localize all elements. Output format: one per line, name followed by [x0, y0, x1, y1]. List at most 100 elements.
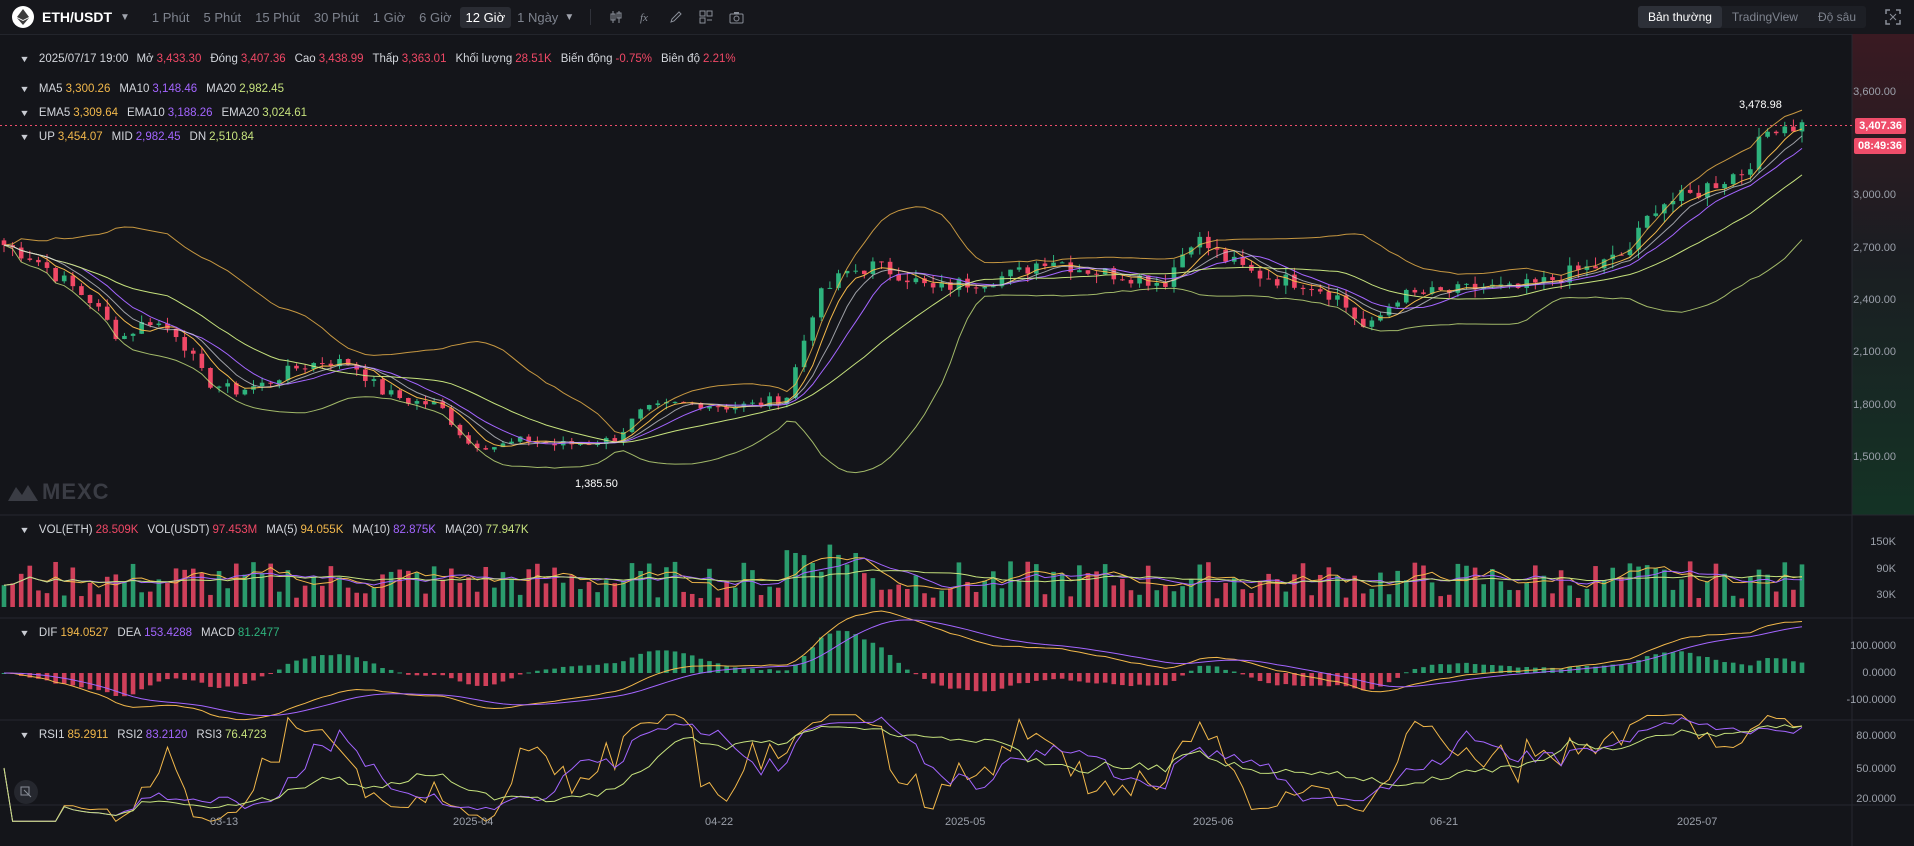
interval-dropdown[interactable]: 1 Ngày ▼ [511, 7, 580, 28]
macd-histogram-bar [853, 634, 858, 673]
macd-histogram-bar [689, 655, 695, 673]
amplitude-value: 2.21% [702, 53, 736, 65]
layout-grid-icon[interactable] [696, 7, 716, 27]
interval-tab[interactable]: 30 Phút [313, 9, 359, 25]
volume-bar [913, 575, 919, 607]
macd-histogram-bar [1446, 664, 1452, 673]
chevron-down-icon[interactable]: ▼ [19, 84, 30, 94]
interval-tabs: 1 Phút 5 Phút 15 Phút 30 Phút 1 Giờ 6 Giờ 12 G… [146, 6, 512, 28]
macd-histogram-bar [147, 673, 153, 686]
macd-histogram-bar [1679, 651, 1684, 673]
interval-tab[interactable]: 5 Phút [203, 9, 242, 25]
price-scale-gradient [1852, 34, 1914, 515]
candle-type-icon[interactable] [606, 7, 626, 27]
macd-histogram-bar [621, 661, 626, 673]
interval-tab[interactable]: 6 Giờ [419, 9, 452, 25]
chevron-down-icon[interactable]: ▼ [120, 11, 130, 23]
macd-histogram-bar [1610, 664, 1616, 673]
fullscreen-icon[interactable] [1884, 8, 1902, 26]
date-axis-label: 04-22 [705, 816, 734, 828]
pair-selector[interactable]: ETH/USDT ▼ [12, 6, 130, 28]
volume-bar [122, 582, 127, 607]
chevron-down-icon[interactable]: ▼ [19, 525, 30, 535]
interval-tab[interactable]: 1 Giờ [372, 9, 406, 25]
volume-bar [44, 593, 50, 607]
drawing-toggle-button[interactable] [14, 780, 38, 804]
volume-bar [431, 566, 437, 607]
volume-bar [1085, 573, 1091, 607]
macd-histogram-bar [457, 673, 463, 682]
candle-body [767, 396, 772, 407]
view-tab[interactable]: Độ sâu [1817, 10, 1856, 24]
macd-histogram-bar [53, 673, 58, 684]
drawing-tools-icon [20, 786, 32, 798]
candle-body [285, 365, 291, 381]
macd-histogram-bar [1188, 670, 1194, 673]
interval-tab[interactable]: 1 Phút [151, 9, 190, 25]
candlestick-chart[interactable] [0, 34, 1914, 846]
candle-body [758, 402, 764, 407]
volume-bar [259, 573, 265, 607]
macd-histogram-bar [1223, 669, 1228, 673]
volume-bar [1077, 565, 1082, 607]
candle-body [337, 359, 342, 367]
volume-legend: ▼ VOL(ETH) 28.509K VOL(USDT) 97.453M MA(5)… [19, 524, 538, 536]
macd-histogram-bar [1077, 673, 1082, 682]
volume-bar [466, 577, 471, 607]
macd-histogram-bar [1016, 673, 1022, 684]
volume-bar [1576, 597, 1581, 607]
volume-bar [724, 580, 729, 607]
macd-histogram-bar [1283, 673, 1289, 685]
macd-histogram-bar [1120, 673, 1125, 686]
vol-ma10-label: MA(10) [352, 524, 391, 536]
macd-histogram-bar [311, 656, 317, 673]
svg-text:fx: fx [640, 12, 648, 24]
indicator-icon[interactable]: fx [636, 7, 656, 27]
volume-bar [1128, 590, 1134, 607]
view-tab[interactable]: TradingView [1731, 10, 1798, 24]
chevron-down-icon[interactable]: ▼ [19, 108, 30, 118]
candle-body [1541, 277, 1547, 283]
chevron-down-icon[interactable]: ▼ [19, 132, 30, 142]
volume-bar [1283, 591, 1289, 607]
pair-symbol[interactable]: ETH/USDT [42, 9, 112, 25]
candle-body [18, 247, 24, 259]
volume-bar [681, 591, 686, 607]
interval-tab[interactable]: 15 Phút [255, 9, 300, 25]
interval-tab[interactable]: 12 Giờ [459, 6, 512, 28]
macd-histogram-bar [595, 664, 600, 673]
candle-body [302, 368, 308, 370]
macd-histogram-bar [79, 673, 84, 688]
price-axis-label: 1,500.00 [1853, 451, 1896, 463]
low-label: Thấp [372, 53, 399, 65]
chevron-down-icon[interactable]: ▼ [19, 730, 30, 740]
pencil-icon[interactable] [666, 7, 686, 27]
candle-body [1077, 270, 1082, 273]
chevron-down-icon[interactable]: ▼ [19, 54, 30, 64]
candle-body [1705, 183, 1710, 198]
volume-bar [96, 594, 101, 607]
macd-histogram-bar [1550, 667, 1555, 673]
candle-body [173, 328, 179, 338]
chevron-down-icon[interactable]: ▼ [19, 628, 30, 638]
volume-bar [1429, 582, 1435, 607]
candle-body [1558, 279, 1564, 283]
volume-bar [10, 583, 15, 607]
macd-histogram-bar [1231, 671, 1237, 673]
volume-bar [896, 584, 901, 607]
macd-histogram-bar [1739, 664, 1745, 673]
view-tab[interactable]: Bản thường [1637, 6, 1722, 28]
camera-icon[interactable] [726, 7, 746, 27]
rsi1-line [3, 714, 1803, 822]
macd-histogram-bar [930, 673, 936, 684]
candle-body [1636, 227, 1641, 250]
volume-bar [1145, 565, 1151, 607]
candle-body [810, 317, 815, 341]
volume-bar [758, 595, 764, 607]
macd-histogram-bar [707, 661, 712, 673]
macd-histogram-bar [1128, 673, 1134, 687]
macd-histogram-bar [1042, 673, 1048, 681]
volume-bar [689, 593, 695, 607]
macd-histogram-bar [1352, 673, 1357, 689]
candle-body [1550, 277, 1555, 280]
